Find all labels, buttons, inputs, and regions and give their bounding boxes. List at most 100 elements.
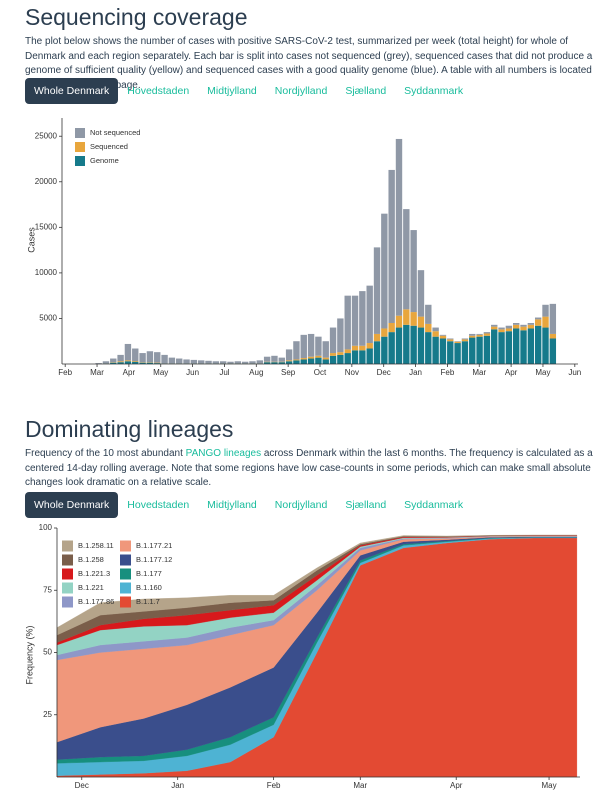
tab[interactable]: Hovedstaden: [127, 85, 190, 97]
bar-segment: [256, 360, 263, 364]
bar-segment: [315, 357, 322, 364]
bar-segment: [447, 339, 454, 342]
bar-segment: [110, 362, 117, 364]
bar-segment: [476, 334, 483, 337]
bar-segment: [307, 358, 315, 364]
bar-segment: [534, 317, 542, 320]
bar-segment: [491, 329, 498, 364]
bar-segment: [513, 328, 520, 364]
bar-segment: [205, 360, 212, 364]
bar-segment: [498, 332, 505, 364]
plot-area: [56, 534, 578, 778]
legend-label: B.1.177.12: [136, 555, 172, 564]
bar-segment: [293, 341, 300, 360]
link[interactable]: PANGO lineages: [185, 448, 262, 459]
bar-segment: [337, 318, 344, 353]
bar-segment: [498, 327, 505, 330]
chart: 25 50 75 100 Dec Jan Feb Mar Apr May Frequency (%)…: [24, 523, 580, 790]
bar-segment: [513, 323, 520, 325]
bar-segment: [410, 325, 417, 364]
bar-segment: [491, 326, 498, 330]
bar-segment: [527, 328, 535, 364]
x-tick-label: Feb: [58, 368, 72, 377]
legend-label: B.1.177.86: [78, 597, 114, 606]
bar-segment: [146, 351, 154, 363]
bar-segment: [322, 359, 329, 364]
x-tick-label: Jan: [409, 368, 422, 377]
bar-segment: [425, 304, 432, 324]
legend-label: B.1.221: [78, 583, 104, 592]
bar-segment: [124, 343, 132, 361]
tab[interactable]: Sjælland: [345, 85, 387, 97]
tab[interactable]: Syddanmark: [404, 499, 464, 511]
bar-segment: [293, 359, 300, 361]
x-tick-label: May: [535, 368, 550, 377]
bar-segment: [520, 324, 527, 327]
x-tick-label: Feb: [441, 368, 455, 377]
bar-segment: [154, 352, 161, 363]
tab[interactable]: Sjælland: [345, 499, 387, 511]
bar-segment: [410, 230, 417, 313]
x-tick-label: Jul: [219, 368, 229, 377]
legend-label: B.1.177: [136, 569, 162, 578]
legend-swatch: [120, 554, 131, 566]
tab[interactable]: Whole Denmark: [25, 492, 119, 518]
bar-segment: [110, 358, 117, 363]
legend-swatch: [62, 568, 73, 580]
bar-segment: [359, 345, 366, 351]
bar-segment: [373, 333, 381, 342]
tab[interactable]: Midtjylland: [207, 499, 257, 511]
bar-segment: [403, 309, 410, 325]
bar-segment: [271, 362, 278, 364]
legend-swatch: [75, 156, 85, 166]
text: across Denmark within the last 6 months.…: [25, 448, 593, 488]
bar-segment: [513, 324, 520, 329]
bar-segment: [300, 358, 307, 360]
bar-segment: [344, 349, 351, 354]
bar-segment: [476, 336, 483, 364]
bar-segment: [549, 338, 557, 364]
bar-segment: [139, 362, 146, 364]
bar-segment: [388, 332, 395, 364]
bar-segment: [542, 304, 549, 317]
bar-segment: [315, 355, 322, 358]
description: Frequency of the 10 most abundant PANGO …: [25, 447, 593, 491]
tab[interactable]: Hovedstaden: [127, 499, 190, 511]
tab[interactable]: Midtjylland: [207, 85, 257, 97]
bar-segment: [373, 341, 381, 364]
bar-segment: [117, 354, 124, 362]
bar-segment: [483, 332, 491, 334]
bar-segment: [139, 353, 146, 363]
legend-label: B.1.177.21: [136, 541, 172, 550]
bar-segment: [117, 362, 124, 364]
area: [56, 534, 578, 636]
x-tick-label: Dec: [377, 368, 391, 377]
legend-swatch: [62, 582, 73, 594]
bar-segment: [278, 362, 285, 364]
bar-segment: [263, 362, 271, 364]
x-tick-label: Dec: [75, 781, 89, 790]
tab[interactable]: Whole Denmark: [25, 78, 119, 104]
tab[interactable]: Nordjylland: [274, 499, 328, 511]
x-tick-label: Jun: [186, 368, 199, 377]
bar-segment: [527, 323, 535, 325]
bar-segment: [263, 356, 271, 362]
bar-segment: [197, 360, 205, 364]
tab[interactable]: Syddanmark: [404, 85, 464, 97]
legend-swatch: [120, 568, 131, 580]
bar-segment: [351, 345, 359, 351]
bar-segment: [366, 343, 373, 349]
bar-segment: [300, 334, 307, 359]
bar-segment: [271, 355, 278, 362]
bar-segment: [542, 316, 549, 328]
bar-segment: [469, 337, 476, 364]
bar-segment: [432, 327, 439, 332]
tab[interactable]: Nordjylland: [274, 85, 328, 97]
tabs: Whole Denmark Hovedstaden Midtjylland Nordj…: [25, 78, 472, 104]
bar-segment: [124, 361, 132, 364]
x-tick-label: Apr: [505, 368, 518, 377]
bar-segment: [476, 333, 483, 335]
x-tick-label: Jan: [171, 781, 184, 790]
x-tick-label: Jun: [568, 368, 581, 377]
